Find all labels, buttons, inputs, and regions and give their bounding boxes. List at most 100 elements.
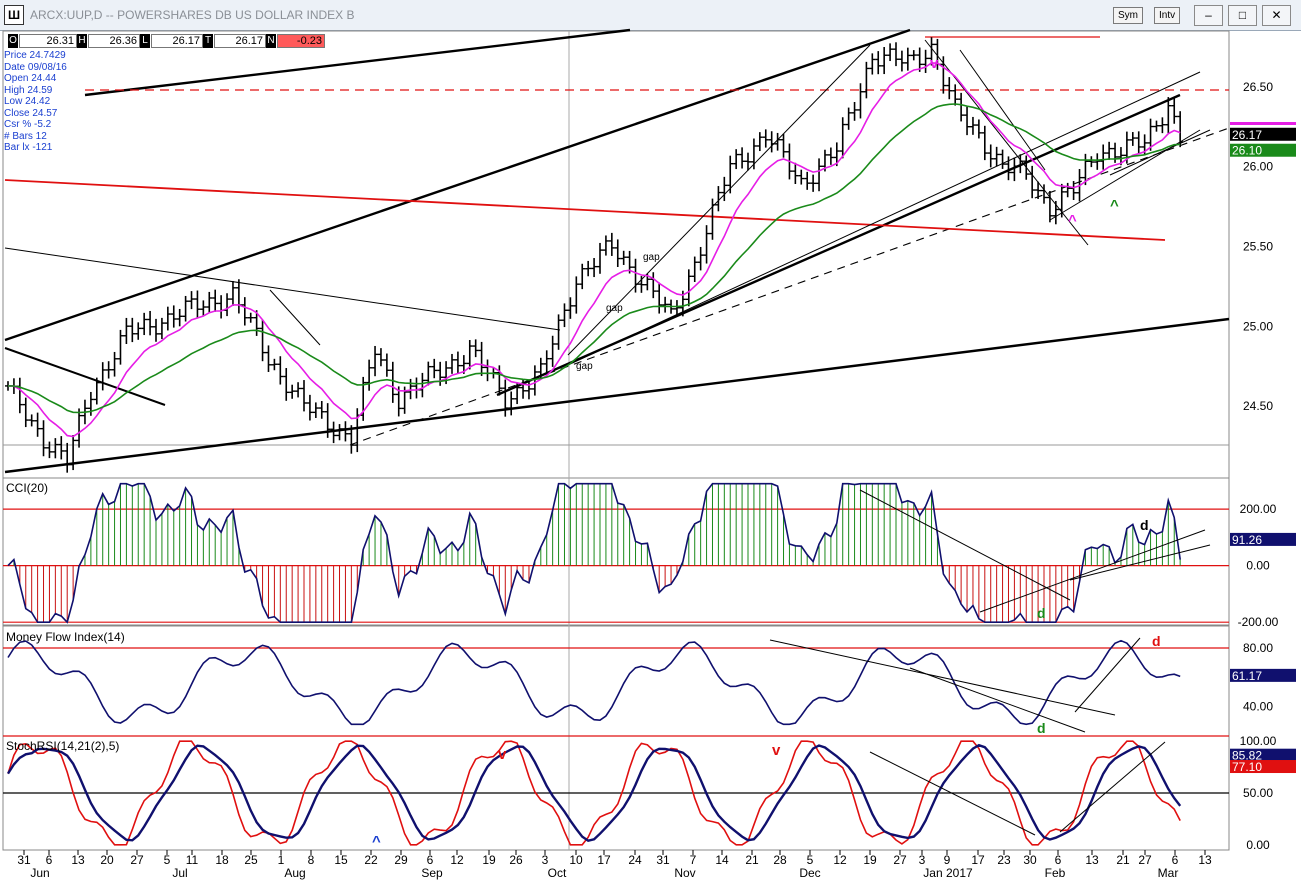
price-bar [1129,132,1136,146]
price-bar [733,149,740,170]
price-bar [946,77,953,100]
close-button[interactable]: ✕ [1262,5,1291,26]
info-csr: Csr % -5.2 [4,119,52,130]
price-bar [922,49,929,73]
stoch-slow-line [6,743,1182,842]
month-label: Jan 2017 [923,866,973,880]
slow-ema-line [7,103,1181,414]
info-price: Price 24.7429 [4,50,66,61]
info-barix: Bar lx -121 [4,142,53,153]
d-label: d [1037,720,1046,736]
x-tick-label: 31 [17,853,31,867]
price-bar [1023,155,1030,180]
price-bar [756,132,763,152]
price-bar [614,239,621,268]
last-price-box: 26.17 [1232,128,1262,142]
price-bar [153,318,159,342]
last-price-box-bg [1230,127,1296,141]
price-bar [135,322,142,340]
price-bar [940,56,947,94]
price-bar [301,380,307,412]
up-signal: ^ [1110,197,1119,214]
x-tick-label: 3 [919,853,926,867]
price-bar [425,361,432,386]
gap-label: gap [606,303,623,314]
x-tick-label: 25 [244,853,258,867]
price-bars [5,37,1184,473]
price-bar [1165,97,1172,134]
app-icon[interactable]: Ш [4,5,24,25]
mfi-tick: 80.00 [1243,641,1273,655]
stoch-fast-line [7,740,1181,846]
price-bar [1011,157,1018,182]
price-bar [117,329,124,365]
price-bar [851,101,858,121]
price-bar [863,61,870,99]
price-bar [804,171,811,190]
ema-box-bg [1230,143,1296,157]
price-bar [928,37,935,66]
x-tick-label: 14 [715,853,729,867]
data-window: Price 24.7429 Date 09/08/16 Open 24.44 H… [4,50,84,154]
price-tick: 26.00 [1243,160,1273,174]
gap-label: gap [576,361,593,372]
price-bar [123,317,130,345]
minimize-button[interactable]: – [1194,5,1223,26]
price-bar [40,420,47,457]
price-bar [141,312,148,336]
x-tick-label: 23 [997,853,1011,867]
price-bar [608,232,615,256]
price-bar [366,359,373,391]
price-bar [1029,165,1036,199]
cci-trendline [979,529,1206,613]
ema-box: 26.10 [1232,144,1262,158]
price-bar [792,162,799,184]
trendline-upper-channel [84,28,631,97]
info-high: High 24.59 [4,84,53,96]
x-tick-label: 11 [186,853,199,867]
maximize-button[interactable]: □ [1228,5,1257,26]
price-bar [235,279,242,314]
price-axis: 26.50 26.00 25.50 25.00 24.50 26.17 26.10 [1230,80,1296,413]
interval-button[interactable]: Intv [1154,7,1181,24]
price-bar [845,107,852,130]
price-bar [200,300,207,316]
d-label: d [1152,633,1161,649]
price-bar [691,256,698,282]
v-signal: v [498,746,507,763]
price-bar [958,92,965,122]
price-bar [158,317,165,340]
price-bar [437,361,444,386]
price-bar [283,368,290,401]
high-label: H [77,34,87,48]
price-bar [579,263,586,290]
x-tick-label: 21 [745,853,759,867]
cci-tick: 0.00 [1246,559,1270,573]
price-bar [987,144,994,168]
window-title: ARCX:UUP,D -- POWERSHARES DB US DOLLAR I… [30,8,355,22]
x-tick-label: 15 [334,853,348,867]
x-tick-label: 9 [944,853,951,867]
x-tick-label: 18 [215,853,229,867]
price-bar [431,358,438,379]
price-bar [1041,184,1047,204]
price-bar [188,291,195,310]
low-value: 26.17 [151,34,203,48]
price-bar [111,351,118,377]
price-tick: 26.50 [1243,80,1273,94]
price-tick: 25.00 [1243,319,1273,333]
trendline-lower-support [4,317,1230,474]
price-bar [454,351,461,374]
price-bar [525,380,532,400]
symbol-button[interactable]: Sym [1113,7,1143,24]
cci-value-box-bg [1230,532,1296,546]
price-bar [1094,153,1101,170]
price-bar [164,306,171,331]
price-bar [76,408,83,448]
stoch-tick: 50.00 [1243,786,1273,800]
price-bar [318,401,325,419]
price-bar [1112,142,1119,163]
price-bar [182,295,189,322]
price-bar [827,147,834,165]
